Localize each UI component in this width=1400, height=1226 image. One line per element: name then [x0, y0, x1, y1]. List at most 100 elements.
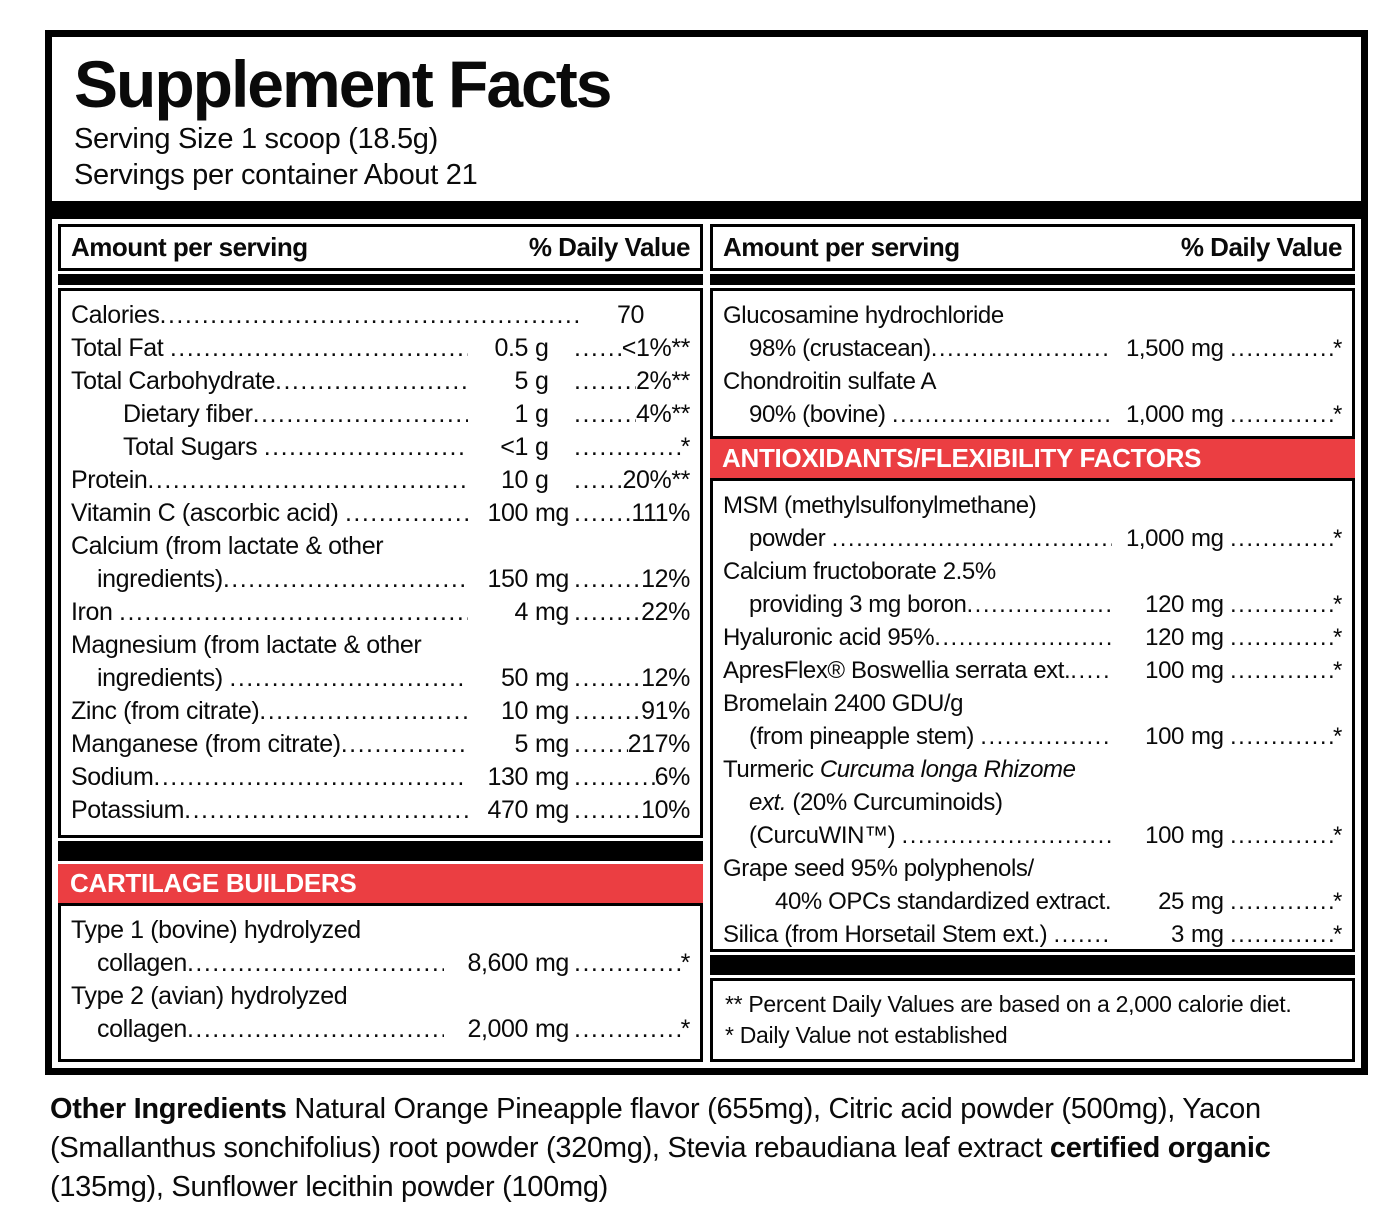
- daily-value: *: [1333, 723, 1342, 751]
- nutrient-name-line: ext. (20% Curcuminoids): [723, 786, 1342, 819]
- nutrient-label: Hyaluronic acid 95%: [723, 624, 935, 652]
- daily-value-cell: *: [1230, 621, 1342, 654]
- right-column: Amount per serving % Daily Value Glucosa…: [710, 224, 1355, 1062]
- dot-leader: [153, 761, 468, 794]
- nutrient-label: collagen: [97, 1015, 187, 1043]
- nutrient-name-segment: Chondroitin sulfate A: [723, 368, 937, 395]
- nutrient-name-line: Bromelain 2400 GDU/g: [723, 687, 1342, 720]
- left-column: Amount per serving % Daily Value Calorie…: [58, 224, 703, 1062]
- daily-value: 22%: [641, 598, 690, 626]
- dot-leader: [574, 695, 641, 728]
- amount-unit: mg: [535, 499, 569, 527]
- left-column-header: Amount per serving % Daily Value: [58, 224, 703, 271]
- supplement-facts-panel: Supplement Facts Serving Size 1 scoop (1…: [45, 30, 1368, 1075]
- amount-unit: g: [535, 334, 549, 362]
- dot-leader: [1230, 621, 1333, 654]
- dot-leader: [187, 1013, 444, 1046]
- daily-value: <1%**: [621, 334, 690, 362]
- nutrient-name-line: Glucosamine hydrochloride: [723, 299, 1342, 332]
- daily-value: *: [1333, 657, 1342, 685]
- nutrient-label: 40% OPCs standardized extract: [775, 888, 1105, 916]
- cartilage-builders-banner: CARTILAGE BUILDERS: [58, 864, 703, 903]
- dot-leader: [184, 794, 468, 827]
- nutrient-label: ApresFlex® Boswellia serrata ext.: [723, 657, 1071, 685]
- nutrient-name-line: Turmeric Curcuma longa Rhizome: [723, 753, 1342, 786]
- dot-leader: [574, 596, 641, 629]
- dot-leader: [574, 761, 655, 794]
- amount-unit: mg: [535, 730, 569, 758]
- nutrient-name-segment: Curcuma longa Rhizome: [819, 756, 1076, 784]
- amount-value: 10: [500, 466, 528, 494]
- dot-leader: [1070, 654, 1112, 687]
- panel-header: Supplement Facts Serving Size 1 scoop (1…: [52, 37, 1361, 201]
- amount-unit: mg: [1191, 624, 1224, 652]
- nutrient-name-segment: Bromelain 2400 GDU/g: [723, 690, 964, 718]
- daily-value: *: [680, 949, 690, 977]
- amount-value: 100: [487, 499, 528, 527]
- dot-leader: [1230, 522, 1333, 555]
- amount-unit: mg: [1191, 591, 1224, 619]
- nutrient-name-line: MSM (methylsulfonylmethane): [723, 489, 1342, 522]
- amount-value: 5: [514, 730, 528, 758]
- dot-leader: [832, 522, 1112, 555]
- amount-unit: mg: [1191, 335, 1224, 362]
- other-ingredients-paragraph: Other Ingredients Natural Orange Pineapp…: [50, 1090, 1370, 1207]
- dot-leader: [574, 662, 641, 695]
- daily-value-cell: *: [1230, 588, 1342, 621]
- dot-leader: [264, 431, 468, 464]
- daily-value-cell: 12%: [574, 563, 690, 596]
- nutrient-label: Silica (from Horsetail Stem ext.): [723, 921, 1054, 949]
- nutrient-row: ApresFlex® Boswellia serrata ext. 100mg *: [723, 654, 1342, 687]
- nutrient-name-line: Chondroitin sulfate A: [723, 365, 1342, 398]
- amount-unit: mg: [1191, 401, 1224, 428]
- nutrient-name-segment: Turmeric: [723, 756, 820, 784]
- nutrient-label: Calories: [71, 301, 160, 329]
- antioxidants-table: MSM (methylsulfonylmethane) powder 1,000 m…: [710, 478, 1355, 952]
- nutrient-label: Total Fat: [71, 334, 170, 362]
- dot-leader: [892, 398, 1112, 431]
- dot-leader: [966, 588, 1112, 621]
- nutrient-row: Total Fat 0.5g <1%**: [71, 332, 690, 365]
- daily-value-cell: 4%**: [574, 398, 690, 431]
- amount-value: 100: [1145, 822, 1184, 850]
- antioxidants-banner: ANTIOXIDANTS/FLEXIBILITY FACTORS: [710, 439, 1355, 479]
- daily-value: 91%: [641, 697, 690, 725]
- nutrient-label: providing 3 mg boron: [749, 591, 967, 619]
- footnotes-box: ** Percent Daily Values are based on a 2…: [710, 978, 1355, 1062]
- amount-value: 100: [1145, 657, 1184, 685]
- dot-leader: [1230, 588, 1333, 621]
- daily-value: 12%: [641, 565, 690, 593]
- dot-leader: [574, 1013, 681, 1046]
- nutrient-name-segment: (20% Curcuminoids): [786, 789, 1003, 817]
- nutrient-name-segment: Type 2 (avian) hydrolyzed: [71, 982, 348, 1010]
- daily-value-cell: *: [1230, 720, 1342, 753]
- nutrient-label: Total Carbohydrate: [71, 367, 276, 395]
- amount-value: 50: [500, 664, 528, 692]
- amount-unit: mg: [535, 598, 569, 626]
- amount-unit: mg: [535, 565, 569, 593]
- daily-value-cell: *: [1230, 819, 1342, 852]
- amount-value: 5: [514, 367, 528, 395]
- dot-leader: [574, 332, 622, 365]
- nutrient-label: powder: [749, 525, 832, 553]
- dot-leader: [1230, 654, 1333, 687]
- amount-value: 1,500: [1125, 335, 1184, 362]
- amount-value: <1: [500, 433, 528, 461]
- amount-value: 1,000: [1125, 525, 1184, 553]
- dot-leader: [934, 621, 1112, 654]
- amount-value: 70: [616, 301, 644, 329]
- nutrient-name-line: Calcium fructoborate 2.5%: [723, 555, 1342, 588]
- amount-value: 130: [487, 763, 528, 791]
- nutrient-name-line: Type 2 (avian) hydrolyzed: [71, 980, 690, 1013]
- dot-leader: [1230, 885, 1333, 918]
- dot-leader: [119, 596, 468, 629]
- dot-leader: [1230, 398, 1333, 431]
- amount-unit: mg: [535, 949, 569, 977]
- nutrient-row: Vitamin C (ascorbic acid) 100mg 111%: [71, 497, 690, 530]
- right-column-header: Amount per serving % Daily Value: [710, 224, 1355, 271]
